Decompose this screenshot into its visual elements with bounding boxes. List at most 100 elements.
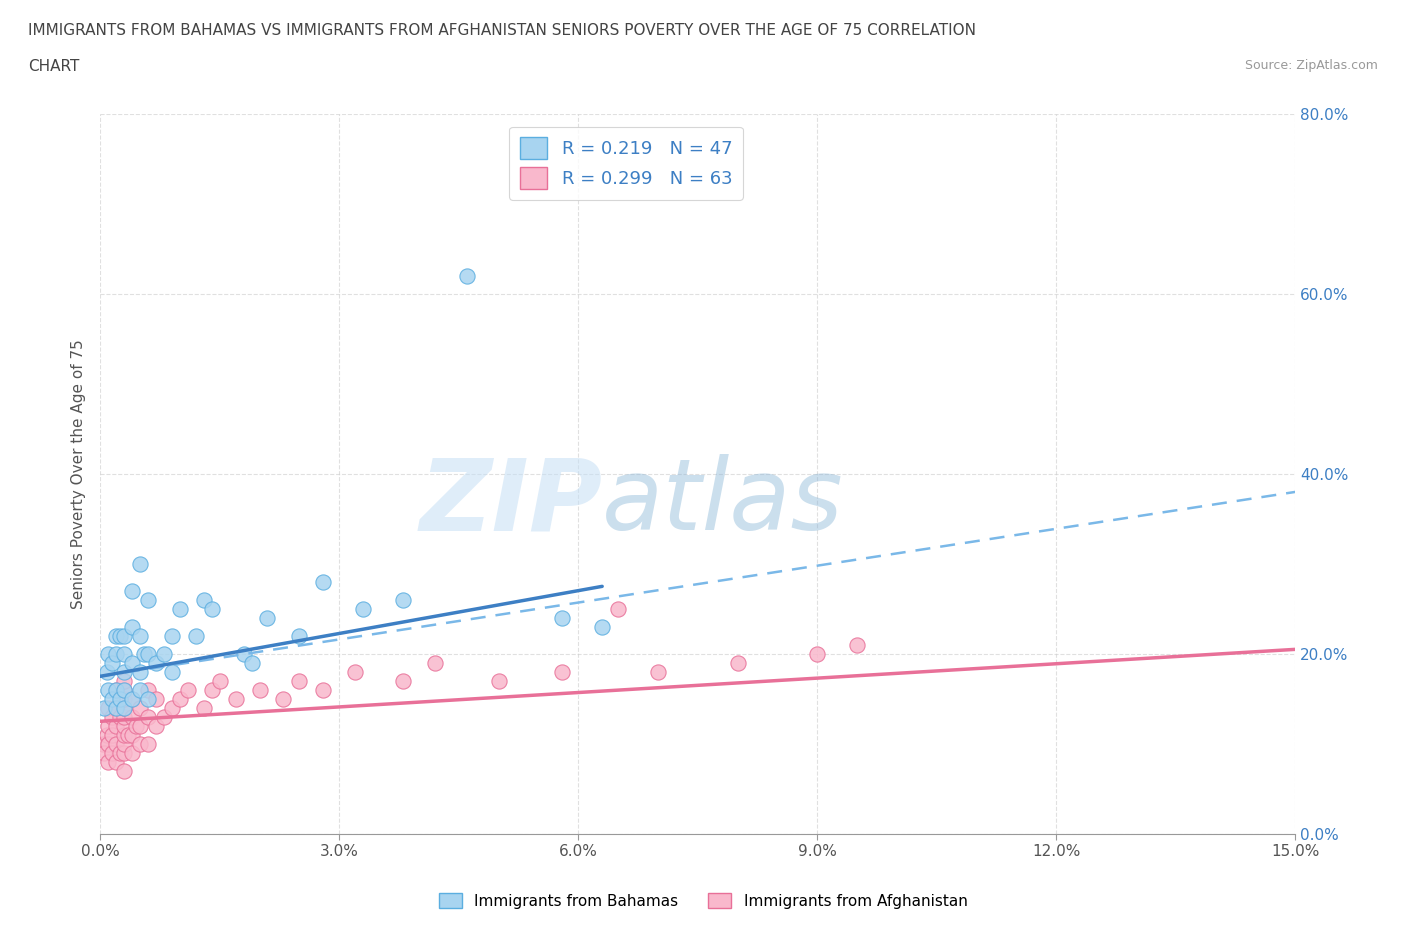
Point [105,683,128,698]
Point [105,683,128,698]
Point [312,575,335,590]
Point [97,646,120,661]
Point [136,592,159,607]
Point [97,700,120,715]
Text: ZIP: ZIP [419,454,602,551]
Point [129,629,152,644]
Point [112,718,135,733]
Point [129,700,152,715]
Text: IMMIGRANTS FROM BAHAMAS VS IMMIGRANTS FROM AFGHANISTAN SENIORS POVERTY OVER THE : IMMIGRANTS FROM BAHAMAS VS IMMIGRANTS FR… [28,23,976,38]
Point [108,745,131,760]
Point [160,664,183,679]
Point [169,602,191,617]
Point [121,727,143,742]
Point [121,583,143,598]
Point [647,664,669,679]
Point [129,556,152,571]
Point [806,646,828,661]
Point [129,737,152,751]
Point [288,629,311,644]
Point [727,656,749,671]
Point [201,602,224,617]
Text: CHART: CHART [28,59,80,73]
Point [121,691,143,706]
Point [96,727,118,742]
Point [846,637,869,652]
Point [112,764,135,778]
Point [121,691,143,706]
Point [112,629,135,644]
Point [112,683,135,698]
Point [112,745,135,760]
Point [112,673,135,688]
Point [456,269,478,284]
Point [136,683,159,698]
Point [93,700,115,715]
Point [96,664,118,679]
Point [136,691,159,706]
Point [129,664,152,679]
Point [392,592,415,607]
Point [101,710,124,724]
Point [125,718,148,733]
Point [193,700,215,715]
Point [112,710,135,724]
Point [97,737,120,751]
Legend: Immigrants from Bahamas, Immigrants from Afghanistan: Immigrants from Bahamas, Immigrants from… [433,886,973,915]
Point [101,656,124,671]
Point [112,727,135,742]
Point [184,629,207,644]
Point [153,646,176,661]
Text: atlas: atlas [602,454,844,551]
Point [344,664,367,679]
Point [121,656,143,671]
Point [108,710,131,724]
Point [101,727,124,742]
Point [108,629,131,644]
Point [117,727,139,742]
Point [225,691,247,706]
Point [169,691,191,706]
Point [129,718,152,733]
Point [93,745,115,760]
Point [551,664,574,679]
Point [288,673,311,688]
Point [392,673,415,688]
Point [112,646,135,661]
Point [112,691,135,706]
Point [112,737,135,751]
Point [153,710,176,724]
Point [112,700,135,715]
Point [97,754,120,769]
Point [177,683,200,698]
Point [160,700,183,715]
Point [121,710,143,724]
Point [423,656,446,671]
Point [232,646,254,661]
Point [591,619,613,634]
Point [101,745,124,760]
Point [105,718,128,733]
Point [129,683,152,698]
Point [208,673,231,688]
Point [121,619,143,634]
Point [112,664,135,679]
Point [97,683,120,698]
Point [256,610,278,625]
Legend: R = 0.219   N = 47, R = 0.299   N = 63: R = 0.219 N = 47, R = 0.299 N = 63 [509,126,742,200]
Point [105,737,128,751]
Point [105,700,128,715]
Point [91,737,114,751]
Text: Source: ZipAtlas.com: Source: ZipAtlas.com [1244,59,1378,72]
Point [312,683,335,698]
Point [108,691,131,706]
Point [607,602,630,617]
Point [240,656,263,671]
Point [352,602,374,617]
Y-axis label: Seniors Poverty Over the Age of 75: Seniors Poverty Over the Age of 75 [72,339,86,609]
Point [145,656,167,671]
Point [101,691,124,706]
Point [249,683,271,698]
Point [132,646,155,661]
Point [488,673,510,688]
